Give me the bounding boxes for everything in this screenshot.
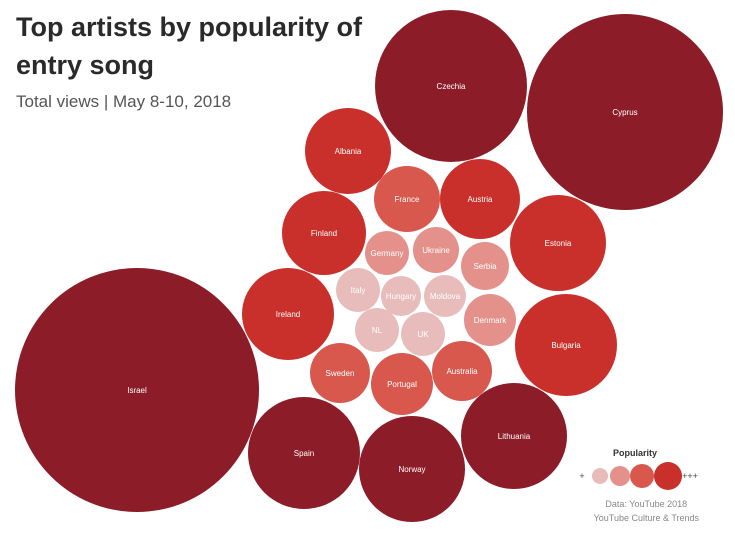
legend-low-label: + xyxy=(579,471,584,481)
bubble-label-estonia: Estonia xyxy=(545,239,572,248)
bubble-label-israel: Israel xyxy=(127,386,147,395)
bubble-spain xyxy=(248,397,360,509)
bubble-label-finland: Finland xyxy=(311,229,337,238)
bubble-ukraine xyxy=(413,227,459,273)
bubble-label-sweden: Sweden xyxy=(326,369,355,378)
bubble-bulgaria xyxy=(515,294,617,396)
bubble-germany xyxy=(365,231,409,275)
bubble-lithuania xyxy=(461,383,567,489)
bubble-label-nl: NL xyxy=(372,326,383,335)
bubble-label-cyprus: Cyprus xyxy=(612,108,637,117)
bubble-finland xyxy=(282,191,366,275)
bubble-albania xyxy=(305,108,391,194)
legend-swatch-1 xyxy=(592,468,608,484)
bubble-portugal xyxy=(371,353,433,415)
bubble-sweden xyxy=(310,343,370,403)
bubble-label-ukraine: Ukraine xyxy=(422,246,450,255)
source-line-team: YouTube Culture & Trends xyxy=(593,513,699,523)
bubble-norway xyxy=(359,416,465,522)
bubble-france xyxy=(374,166,440,232)
bubble-serbia xyxy=(461,242,509,290)
bubble-label-lithuania: Lithuania xyxy=(498,432,531,441)
bubble-austria xyxy=(440,159,520,239)
bubble-label-hungary: Hungary xyxy=(386,292,416,301)
bubble-australia xyxy=(432,341,492,401)
legend-swatch-2 xyxy=(610,466,630,486)
bubble-uk xyxy=(401,312,445,356)
bubble-moldova xyxy=(424,275,466,317)
legend-swatch-4 xyxy=(654,462,682,490)
legend-high-label: +++ xyxy=(682,471,698,481)
bubble-label-serbia: Serbia xyxy=(473,262,497,271)
bubble-label-austria: Austria xyxy=(468,195,493,204)
bubble-israel xyxy=(15,268,259,512)
bubble-czechia xyxy=(375,10,527,162)
chart-subtitle: Total views | May 8-10, 2018 xyxy=(16,92,232,111)
bubble-group: Israel Cyprus Czechia Norway Spain Lithuania B… xyxy=(15,10,723,522)
legend-swatch-3 xyxy=(630,464,654,488)
legend-title: Popularity xyxy=(613,448,657,458)
bubble-label-moldova: Moldova xyxy=(430,292,461,301)
bubble-denmark xyxy=(464,294,516,346)
bubble-label-uk: UK xyxy=(417,330,429,339)
bubble-label-ireland: Ireland xyxy=(276,310,300,319)
bubble-cyprus xyxy=(527,14,723,210)
bubble-label-italy: Italy xyxy=(351,286,366,295)
source-line-data: Data: YouTube 2018 xyxy=(605,499,688,509)
chart-title: Top artists by popularity of entry song xyxy=(16,12,363,80)
bubble-label-czechia: Czechia xyxy=(437,82,466,91)
bubble-italy xyxy=(336,268,380,312)
legend: Popularity + +++ xyxy=(579,448,698,490)
bubble-label-albania: Albania xyxy=(335,147,362,156)
bubble-label-france: France xyxy=(395,195,420,204)
bubble-label-spain: Spain xyxy=(294,449,314,458)
bubble-label-bulgaria: Bulgaria xyxy=(551,341,581,350)
bubble-label-denmark: Denmark xyxy=(474,316,507,325)
bubble-estonia xyxy=(510,195,606,291)
bubble-label-australia: Australia xyxy=(446,367,478,376)
source-note: Data: YouTube 2018 YouTube Culture & Tre… xyxy=(594,497,699,525)
bubble-label-germany: Germany xyxy=(371,249,404,258)
bubble-label-portugal: Portugal xyxy=(387,380,417,389)
bubble-ireland xyxy=(242,268,334,360)
bubble-nl xyxy=(355,308,399,352)
legend-swatches xyxy=(592,462,682,490)
bubble-hungary xyxy=(381,276,421,316)
bubble-label-norway: Norway xyxy=(398,465,425,474)
